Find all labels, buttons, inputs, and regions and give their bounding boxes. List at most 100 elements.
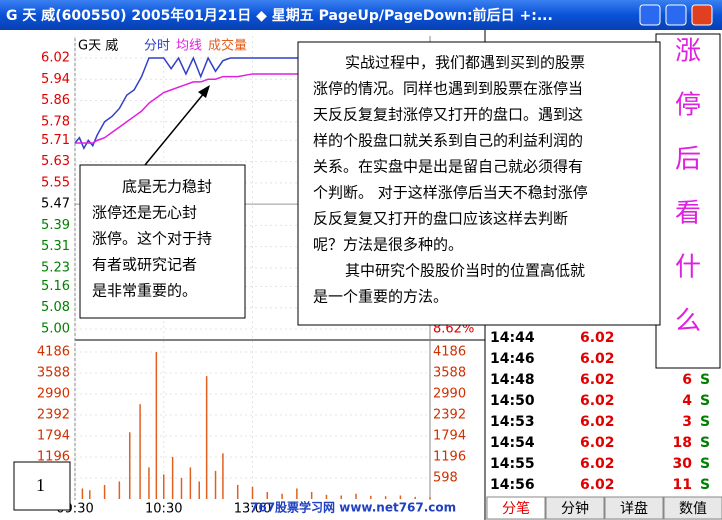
trade-time: 14:55 (490, 456, 535, 472)
trade-side: S (700, 435, 710, 451)
price-line (74, 56, 430, 151)
minimize-button[interactable] (639, 4, 661, 26)
volume-tick-label: 1794 (37, 429, 70, 444)
title-text: G 天 威(600550) 2005年01月21日 ◆ 星期五 PageUp/P… (6, 7, 553, 24)
y-tick-label: 5.55 (41, 175, 70, 190)
trade-time: 14:50 (490, 393, 535, 409)
trade-volume: 18 (673, 435, 692, 451)
y-tick-label: 5.31 (41, 239, 70, 254)
tab[interactable] (545, 496, 605, 520)
trade-side: S (700, 372, 710, 388)
callout-line: 涨停。这个对于持 (92, 230, 212, 248)
y-tick-label: 5.71 (41, 133, 70, 148)
volume-tick-label-right: 1794 (433, 429, 466, 444)
maximize-button[interactable] (665, 4, 687, 26)
trade-side: S (700, 477, 710, 493)
y-tick-label: 5.39 (41, 218, 70, 233)
y-tick-label: 5.16 (41, 279, 70, 294)
trade-time: 14:54 (490, 435, 535, 451)
y-tick-label: 5.08 (41, 300, 70, 315)
trade-time: 14:46 (490, 351, 535, 367)
close-button[interactable] (691, 4, 713, 26)
volume-tick-label: 2990 (37, 387, 70, 402)
callout-line: 个判断。 对于这样涨停后当天不稳封涨停 (313, 184, 588, 202)
callout-line: 是非常重要的。 (92, 282, 197, 300)
trade-price: 6.02 (580, 435, 615, 451)
y-tick-label: 6.02 (41, 51, 70, 66)
y-tick-label: 5.00 (41, 322, 70, 337)
side-title-char: 后 (675, 145, 701, 175)
y-tick-label: 5.63 (41, 154, 70, 169)
volume-tick-label: 4186 (37, 345, 70, 360)
price-line (75, 73, 430, 144)
tab[interactable] (486, 496, 546, 520)
trade-volume: 6 (682, 372, 692, 388)
callout-line: 涨停还是无心封 (92, 204, 197, 222)
callout-line: 涨停的情况。同样也遇到到股票在涨停当 (313, 80, 583, 98)
callout-line: 是一个重要的方法。 (313, 288, 448, 306)
callout-line: 反反复复又打开的盘口应该这样去判断 (313, 210, 568, 228)
trade-price: 6.02 (580, 393, 615, 409)
side-title-box (655, 33, 721, 369)
callout-small-box (79, 164, 246, 319)
tab[interactable] (663, 496, 722, 520)
volume-tick-label: 3588 (37, 366, 70, 381)
legend-volume: 成交量 (208, 38, 247, 54)
y-tick-label: 5.47 (41, 197, 70, 212)
volume-tick-label-right: 3588 (433, 366, 466, 381)
arrow-head (198, 85, 210, 98)
trade-side: S (700, 456, 710, 472)
legend-price: 分时 (144, 39, 170, 54)
callout-line: 有者或研究记者 (92, 256, 197, 274)
watermark: 767股票学习网 www.net767.com (250, 500, 456, 515)
trade-time: 14:44 (490, 330, 535, 346)
callout-line: 关系。在实盘中是出是留自己就必须得有 (313, 158, 583, 176)
volume-tick-label: 2392 (37, 408, 70, 423)
callout-line: 其中研究个股股价当时的位置高低就 (345, 262, 585, 280)
trade-side: S (700, 414, 710, 430)
trade-time: 14:56 (490, 477, 535, 493)
volume-tick-label-right: 2392 (433, 408, 466, 423)
callout-line: 底是无力稳封 (122, 178, 212, 196)
tab-label[interactable]: 详盘 (620, 500, 648, 517)
side-title-char: 么 (675, 307, 701, 337)
callout-line: 呢？方法是很多种的。 (313, 236, 463, 254)
side-title-char: 停 (675, 91, 701, 121)
tab[interactable] (604, 496, 664, 520)
trade-price: 6.02 (580, 330, 615, 346)
callout-line: 实战过程中，我们都遇到买到的股票 (345, 54, 585, 72)
trade-price: 6.02 (580, 372, 615, 388)
tab-label[interactable]: 分钟 (561, 500, 589, 517)
volume-tick-label-right: 598 (433, 471, 458, 486)
trade-price: 6.02 (580, 351, 615, 367)
volume-tick-label-right: 1196 (433, 450, 466, 465)
trade-volume: 30 (673, 456, 693, 472)
callout-large-box (297, 41, 661, 326)
trade-time: 14:53 (490, 414, 535, 430)
trade-volume: 11 (673, 477, 692, 493)
title-bar (0, 0, 722, 30)
trade-time: 14:48 (490, 372, 535, 388)
trade-volume: 3 (682, 414, 692, 430)
trade-side: S (700, 393, 710, 409)
y-tick-label: 5.86 (41, 93, 70, 108)
y-tick-label: 5.94 (41, 72, 70, 87)
side-title-char: 涨 (675, 37, 701, 67)
side-title-char: 看 (675, 199, 701, 229)
trade-price: 6.02 (580, 456, 615, 472)
trade-price: 6.02 (580, 414, 615, 430)
trade-price: 6.02 (580, 477, 615, 493)
x-tick-label: 13:00 (234, 502, 271, 517)
callout-line: 天反反复复封涨停又打开的盘口。遇到这 (313, 106, 583, 124)
y-tick-label: 5.23 (41, 260, 70, 275)
y-tick-label: 5.78 (41, 114, 70, 129)
legend-average: 均线 (176, 39, 202, 54)
callout-arrow (144, 91, 206, 166)
tab-label[interactable]: 数值 (679, 501, 707, 517)
legend-stock: G天 威 (78, 39, 118, 54)
volume-tick-label-right: 4186 (433, 345, 466, 360)
volume-tick-label-right: 2990 (433, 387, 466, 402)
volume-tick-label: 1196 (37, 450, 70, 465)
side-title-char: 什 (675, 253, 701, 283)
tab-label[interactable]: 分笔 (502, 501, 530, 517)
